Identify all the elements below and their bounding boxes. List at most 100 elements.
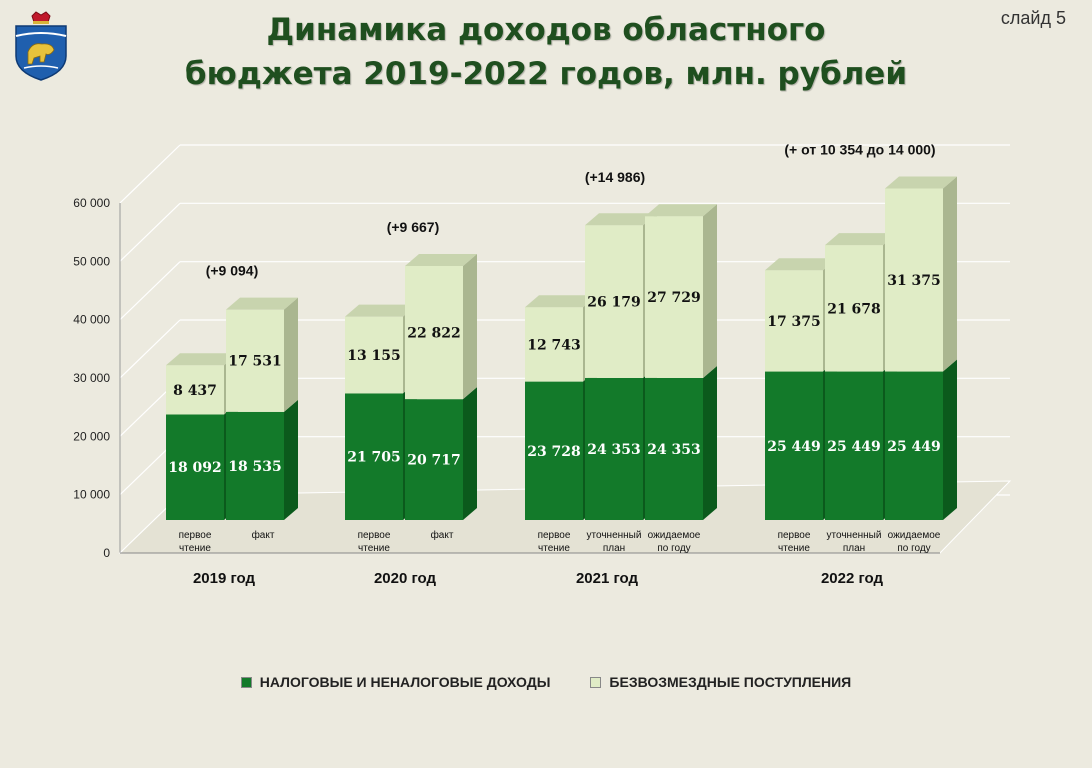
category-label: ожидаемое	[888, 530, 941, 541]
bar-tax-side	[943, 359, 957, 520]
data-label-tax: 24 353	[587, 442, 641, 458]
group-label: 2020 год	[374, 570, 437, 587]
bar-grant-top	[645, 204, 717, 217]
bar-grant-top	[585, 213, 657, 226]
gridline-diagonal	[119, 261, 181, 321]
y-tick-label: 0	[103, 546, 110, 560]
bar-grant	[585, 225, 643, 378]
delta-label: (+14 986)	[585, 169, 645, 185]
data-label-grant: 12 743	[527, 337, 581, 353]
bar-grant-side	[943, 176, 957, 372]
data-label-tax: 20 717	[407, 453, 461, 469]
delta-label: (+9 667)	[387, 219, 440, 235]
legend-swatch-tax	[240, 676, 252, 688]
bar-tax	[525, 381, 583, 520]
bar-grant-side	[703, 204, 717, 378]
data-label-tax: 18 092	[168, 460, 222, 476]
bar-tax	[645, 377, 703, 520]
data-label-grant: 27 729	[647, 290, 701, 306]
category-label: уточненный	[827, 530, 882, 541]
bar-tax	[166, 414, 224, 520]
category-label: по году	[897, 543, 930, 554]
category-label: чтение	[179, 543, 211, 554]
category-label: факт	[252, 529, 275, 541]
title-line-2: бюджета 2019-2022 годов, млн. рублей	[184, 56, 908, 92]
category-label: чтение	[358, 543, 390, 554]
bar-grant	[226, 309, 284, 412]
data-label-grant: 8 437	[173, 383, 217, 399]
category-label: уточненный	[587, 530, 642, 541]
bar-grant-top	[765, 258, 837, 271]
gridline-diagonal	[119, 144, 181, 204]
legend-label-tax: НАЛОГОВЫЕ И НЕНАЛОГОВЫЕ ДОХОДЫ	[259, 674, 551, 690]
data-label-tax: 25 449	[887, 439, 941, 455]
category-label: по году	[657, 543, 690, 554]
bar-tax	[765, 371, 823, 520]
bar-grant-top	[825, 233, 897, 246]
category-label: чтение	[778, 543, 810, 554]
category-label: первое	[358, 530, 391, 541]
bar-grant-top	[405, 254, 477, 267]
bar-grant	[765, 270, 823, 372]
bar-tax	[405, 399, 463, 520]
y-tick-label: 30 000	[73, 371, 110, 385]
data-label-tax: 21 705	[347, 450, 401, 466]
bar-grant	[525, 307, 583, 382]
y-tick-label: 50 000	[73, 254, 110, 268]
bar-grant-side	[284, 297, 298, 412]
bar-grant	[645, 216, 703, 378]
data-label-tax: 25 449	[767, 439, 821, 455]
category-label: ожидаемое	[648, 530, 701, 541]
group-label: 2019 год	[193, 570, 256, 587]
slide-number: слайд 5	[1000, 8, 1066, 28]
data-label-grant: 21 678	[827, 301, 881, 317]
y-tick-label: 40 000	[73, 313, 110, 327]
legend-swatch-grant	[590, 676, 602, 688]
title-line-1: Динамика доходов областного	[266, 12, 826, 48]
bar-grant	[405, 266, 463, 400]
legend-item-tax: НАЛОГОВЫЕ И НЕНАЛОГОВЫЕ ДОХОДЫ	[240, 674, 551, 690]
data-label-grant: 26 179	[587, 295, 641, 311]
category-label: первое	[538, 530, 571, 541]
bar-grant-top	[345, 304, 417, 317]
category-label: чтение	[538, 543, 570, 554]
legend-label-grant: БЕЗВОЗМЕЗДНЫЕ ПОСТУПЛЕНИЯ	[609, 674, 852, 690]
category-label: факт	[431, 529, 454, 541]
data-label-grant: 22 822	[407, 326, 461, 342]
bar-grant-top	[525, 295, 597, 308]
group-label: 2022 год	[821, 570, 884, 587]
bar-grant	[166, 365, 224, 415]
page-title: Динамика доходов областного бюджета 2019…	[0, 8, 1092, 96]
bar-grant	[825, 245, 883, 372]
gridline-diagonal	[119, 319, 181, 379]
chart-legend: НАЛОГОВЫЕ И НЕНАЛОГОВЫЕ ДОХОДЫ БЕЗВОЗМЕЗ…	[0, 674, 1092, 690]
bar-tax	[885, 371, 943, 520]
data-label-tax: 24 353	[647, 442, 701, 458]
data-label-grant: 13 155	[347, 348, 401, 364]
delta-label: (+9 094)	[206, 263, 259, 279]
delta-label: (+ от 10 354 до 14 000)	[784, 142, 935, 158]
data-label-grant: 17 531	[228, 354, 282, 370]
bar-grant-top	[226, 297, 298, 310]
y-tick-label: 20 000	[73, 429, 110, 443]
bar-grant-top	[166, 353, 238, 366]
bar-tax	[585, 377, 643, 520]
gridline-diagonal	[119, 202, 181, 262]
group-label: 2021 год	[576, 570, 639, 587]
data-label-grant: 17 375	[767, 314, 821, 330]
category-label: первое	[179, 530, 212, 541]
legend-item-grant: БЕЗВОЗМЕЗДНЫЕ ПОСТУПЛЕНИЯ	[590, 674, 851, 690]
bar-tax-side	[703, 365, 717, 520]
bar-grant-top	[885, 176, 957, 189]
data-label-tax: 23 728	[527, 444, 581, 460]
bar-tax-side	[463, 387, 477, 520]
data-label-tax: 18 535	[228, 459, 282, 475]
y-tick-label: 60 000	[73, 196, 110, 210]
bar-tax	[345, 393, 403, 520]
data-label-tax: 25 449	[827, 439, 881, 455]
y-tick-label: 10 000	[73, 488, 110, 502]
category-label: план	[843, 543, 865, 554]
bar-tax	[226, 411, 284, 520]
category-label: первое	[778, 530, 811, 541]
